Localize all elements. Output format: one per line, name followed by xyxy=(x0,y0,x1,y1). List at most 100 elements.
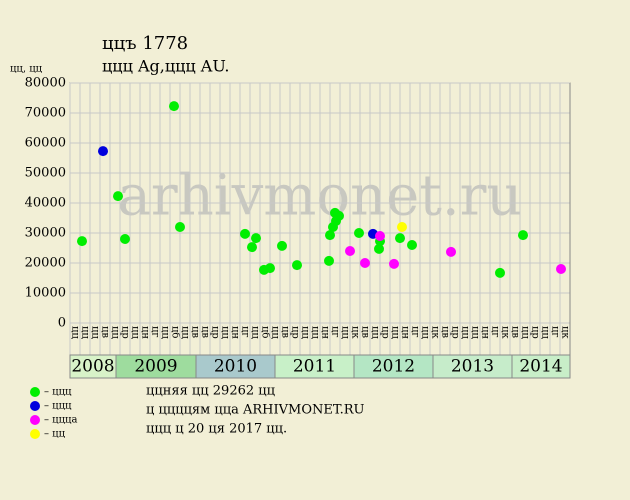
x-tick-label: цц xyxy=(160,326,171,339)
legend-marker xyxy=(30,415,40,425)
x-tick-label: цц xyxy=(390,326,401,339)
x-tick-label: цц xyxy=(80,326,91,339)
y-tick-label: 20000 xyxy=(25,256,66,271)
chart-title: ццъ 1778 xyxy=(102,33,188,54)
point xyxy=(292,260,302,271)
point xyxy=(389,258,399,269)
y-axis-label: цц, цц xyxy=(10,64,43,75)
point xyxy=(395,233,405,244)
x-tick-label: цр xyxy=(530,326,541,339)
point xyxy=(98,146,108,157)
legend-label: – ццц xyxy=(44,401,72,412)
x-tick-label: цг xyxy=(330,326,341,338)
x-tick-label: цр xyxy=(120,326,131,339)
x-tick-label: цц xyxy=(460,326,471,339)
y-tick-label: 10000 xyxy=(25,286,66,301)
y-tick-label: 50000 xyxy=(25,166,66,181)
point xyxy=(77,236,87,247)
year-band xyxy=(511,354,571,379)
point xyxy=(495,267,505,278)
point xyxy=(345,246,355,256)
x-tick-label: цб xyxy=(260,326,271,338)
x-tick-label: цв xyxy=(510,326,521,338)
point xyxy=(518,230,528,241)
x-tick-label: цц xyxy=(70,326,81,339)
x-tick-label: цк xyxy=(500,326,511,339)
x-tick-label: цн xyxy=(320,326,331,339)
year-label: 2011 xyxy=(293,357,336,377)
point xyxy=(113,191,123,202)
point xyxy=(265,263,275,274)
legend-marker xyxy=(30,401,40,411)
x-tick-label: цк xyxy=(350,326,361,339)
point xyxy=(407,240,417,250)
x-tick-label: цб xyxy=(170,326,181,338)
x-tick-label: цк xyxy=(560,326,571,339)
year-label: 2012 xyxy=(372,357,415,377)
year-label: 2009 xyxy=(134,357,177,377)
point xyxy=(169,101,179,112)
point xyxy=(277,240,287,251)
x-tick-label: цц xyxy=(340,326,351,339)
x-tick-label: цц xyxy=(90,326,101,339)
legend-label: – ццц xyxy=(44,387,72,398)
year-label: 2010 xyxy=(214,357,257,377)
point xyxy=(120,234,130,244)
point xyxy=(374,243,384,254)
x-tick-label: цв xyxy=(440,326,451,338)
chart-subtitle: ццц Ag,ццц AU. xyxy=(102,57,229,76)
x-tick-label: цг xyxy=(150,326,161,338)
point xyxy=(446,246,456,257)
x-tick-label: цц xyxy=(250,326,261,339)
legend-label: – цц xyxy=(44,429,66,440)
x-tick-label: цв xyxy=(200,326,211,338)
y-tick-label: 80000 xyxy=(25,76,66,91)
x-tick-label: цц xyxy=(520,326,531,339)
note: ццц ц 20 ця 2017 цц. xyxy=(146,422,287,437)
point xyxy=(251,233,261,244)
point xyxy=(556,264,566,274)
legend-marker xyxy=(30,429,40,439)
year-label: 2008 xyxy=(71,357,114,377)
y-tick-label: 0 xyxy=(58,316,66,331)
x-tick-label: цв xyxy=(280,326,291,338)
x-tick-label: цц xyxy=(110,326,121,339)
x-tick-label: цн xyxy=(400,326,411,339)
note: ц ццццям цца ARHIVMONET.RU xyxy=(146,403,365,418)
x-tick-label: цн xyxy=(140,326,151,339)
point xyxy=(354,228,364,238)
year-label: 2014 xyxy=(519,357,562,377)
point xyxy=(247,242,257,253)
note: ццняя цц 29262 цц xyxy=(146,384,275,399)
x-tick-label: цц xyxy=(540,326,551,339)
legend-label: – ццца xyxy=(44,415,77,426)
point xyxy=(397,222,407,232)
x-tick-label: цв xyxy=(360,326,371,338)
y-tick-label: 40000 xyxy=(25,196,66,211)
point xyxy=(360,258,370,268)
point xyxy=(175,222,185,232)
point xyxy=(375,231,385,241)
x-tick-label: цн xyxy=(230,326,241,339)
x-tick-label: цв xyxy=(190,326,201,338)
point xyxy=(324,255,334,266)
x-tick-label: цц xyxy=(420,326,431,339)
x-tick-label: цц xyxy=(180,326,191,339)
x-tick-label: цц xyxy=(270,326,281,339)
x-tick-label: цв xyxy=(100,326,111,338)
x-tick-label: цг xyxy=(240,326,251,338)
year-label: 2013 xyxy=(451,357,494,377)
x-tick-label: цк xyxy=(430,326,441,339)
x-tick-label: цг xyxy=(410,326,421,338)
y-tick-label: 60000 xyxy=(25,136,66,151)
x-tick-label: цр xyxy=(380,326,391,339)
x-tick-label: цр xyxy=(210,326,221,339)
y-tick-label: 30000 xyxy=(25,226,66,241)
x-tick-label: цг xyxy=(490,326,501,338)
point xyxy=(240,228,250,239)
legend-marker xyxy=(30,387,40,397)
x-tick-label: цц xyxy=(220,326,231,339)
point xyxy=(325,230,335,241)
x-tick-label: цр xyxy=(290,326,301,339)
